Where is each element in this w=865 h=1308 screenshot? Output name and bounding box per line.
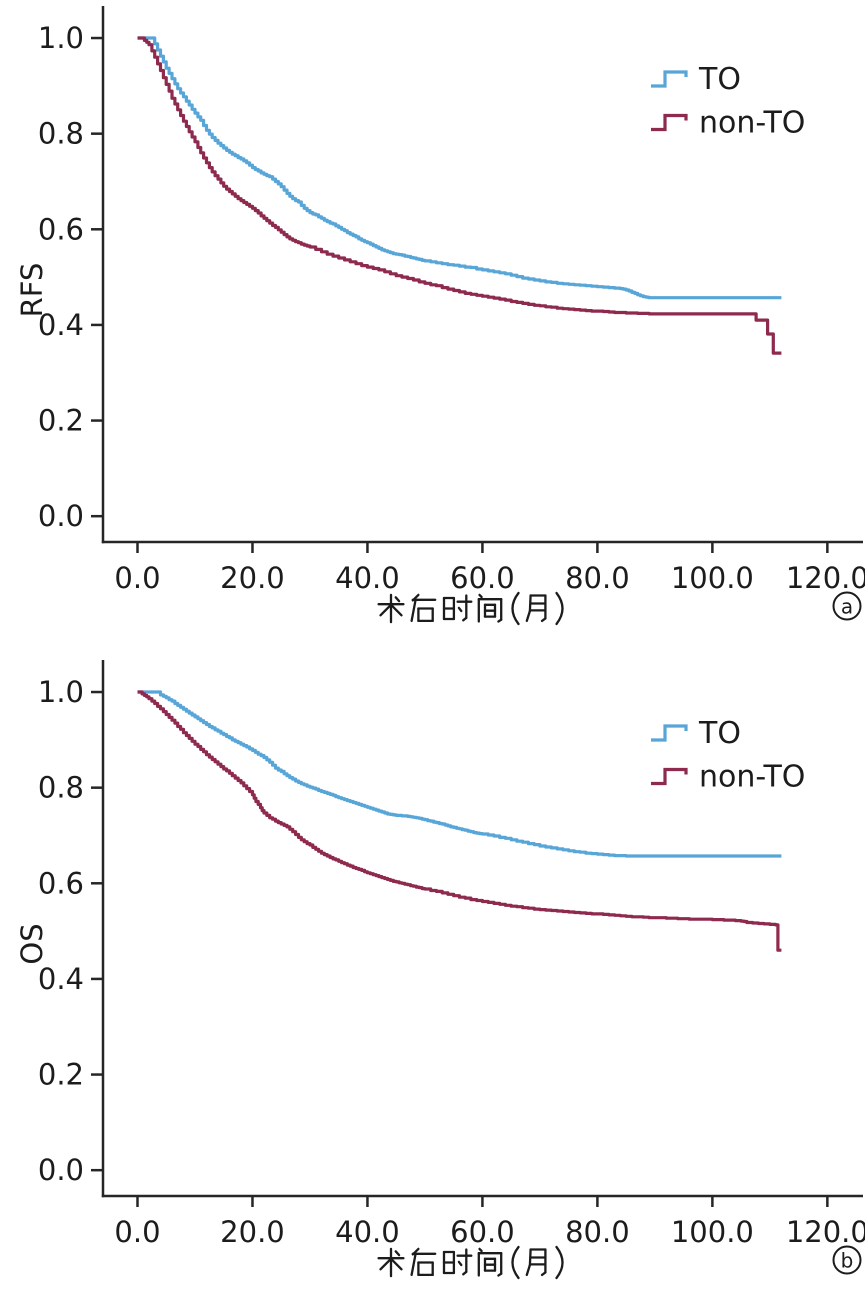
panel-label-badge: a <box>832 591 862 621</box>
km-chart-os: 0.0 0.2 0.4 0.6 0.8 1.0 0.0 20.0 40.0 60.0 80.0 100… <box>15 660 865 1280</box>
panel-label-letter: b <box>841 1249 854 1273</box>
legend-step-icon <box>651 724 688 742</box>
x-tick-label: 60.0 <box>450 561 515 595</box>
x-tick-label: 40.0 <box>335 561 400 595</box>
x-tick-label: 20.0 <box>220 561 285 595</box>
legend-item-non-to: non-TO <box>651 106 805 141</box>
curve-non-to <box>137 36 782 355</box>
legend-label: TO <box>698 716 741 751</box>
panel-label-letter: a <box>841 595 853 619</box>
x-tick-label: 0.0 <box>114 561 160 595</box>
x-tick-label: 0.0 <box>114 1215 160 1249</box>
y-tick-label: 0.4 <box>38 962 84 996</box>
y-tick-label: 1.0 <box>38 21 84 55</box>
x-tick-label: 120.0 <box>786 561 865 595</box>
legend-item-non-to: non-TO <box>651 760 805 795</box>
legend: TO non-TO <box>651 716 805 795</box>
hanzi-char <box>410 1247 437 1277</box>
y-axis-title: RFS <box>15 263 49 318</box>
y-tick-label: 0.2 <box>38 404 84 438</box>
hanzi-char <box>477 593 503 623</box>
paren-close <box>555 1245 564 1280</box>
x-tick-label: 120.0 <box>786 1215 865 1249</box>
km-chart-rfs: 0.0 0.2 0.4 0.6 0.8 1.0 0.0 20.0 40.0 60.0 80.0 100… <box>15 6 865 626</box>
x-tick-label: 80.0 <box>565 1215 630 1249</box>
x-tick-label: 60.0 <box>450 1215 515 1249</box>
hanzi-char <box>525 1248 547 1277</box>
legend: TO non-TO <box>651 62 805 141</box>
y-tick-label: 0.6 <box>38 866 84 900</box>
x-axis-title <box>377 1245 564 1280</box>
paren-close <box>555 591 564 626</box>
y-tick-label: 0.8 <box>38 771 84 805</box>
legend-step-icon <box>651 113 688 132</box>
y-axis-title: OS <box>15 923 49 964</box>
legend-label: non-TO <box>699 106 805 141</box>
x-tick-label: 100.0 <box>671 561 754 595</box>
legend-step-icon <box>651 70 688 88</box>
km-panel-rfs: 0.0 0.2 0.4 0.6 0.8 1.0 0.0 20.0 40.0 60.0 80.0 100… <box>15 6 865 626</box>
hanzi-char <box>442 594 473 622</box>
legend-label: TO <box>698 62 741 97</box>
y-tick-label: 0.0 <box>38 499 84 533</box>
hanzi-char <box>442 1248 473 1276</box>
x-tick-label: 80.0 <box>565 561 630 595</box>
km-panel-os: 0.0 0.2 0.4 0.6 0.8 1.0 0.0 20.0 40.0 60.0 80.0 100… <box>0 654 865 1308</box>
hanzi-char <box>410 593 437 623</box>
hanzi-char <box>525 594 547 623</box>
x-tick-label: 40.0 <box>335 1215 400 1249</box>
legend-item-to: TO <box>651 62 741 97</box>
curve-to <box>137 690 782 858</box>
y-tick-label: 0.6 <box>38 212 84 246</box>
panel-label-circle <box>832 591 862 621</box>
legend-label: non-TO <box>699 760 805 795</box>
y-tick-label: 0.0 <box>38 1153 84 1187</box>
hanzi-char <box>377 1247 405 1278</box>
y-tick-label: 0.2 <box>38 1058 84 1092</box>
legend-item-to: TO <box>651 716 741 751</box>
panel-label-badge: b <box>832 1245 862 1275</box>
paren-open <box>511 1245 520 1280</box>
x-axis-title <box>377 591 564 626</box>
legend-step-icon <box>651 767 688 786</box>
y-tick-label: 1.0 <box>38 675 84 709</box>
curve-non-to <box>137 690 782 952</box>
x-tick-label: 20.0 <box>220 1215 285 1249</box>
hanzi-char <box>477 1247 503 1277</box>
curve-to <box>137 36 782 300</box>
x-tick-label: 100.0 <box>671 1215 754 1249</box>
panel-label-circle <box>832 1245 862 1275</box>
y-tick-label: 0.4 <box>38 308 84 342</box>
paren-open <box>511 591 520 626</box>
y-tick-label: 0.8 <box>38 117 84 151</box>
hanzi-char <box>377 593 405 624</box>
